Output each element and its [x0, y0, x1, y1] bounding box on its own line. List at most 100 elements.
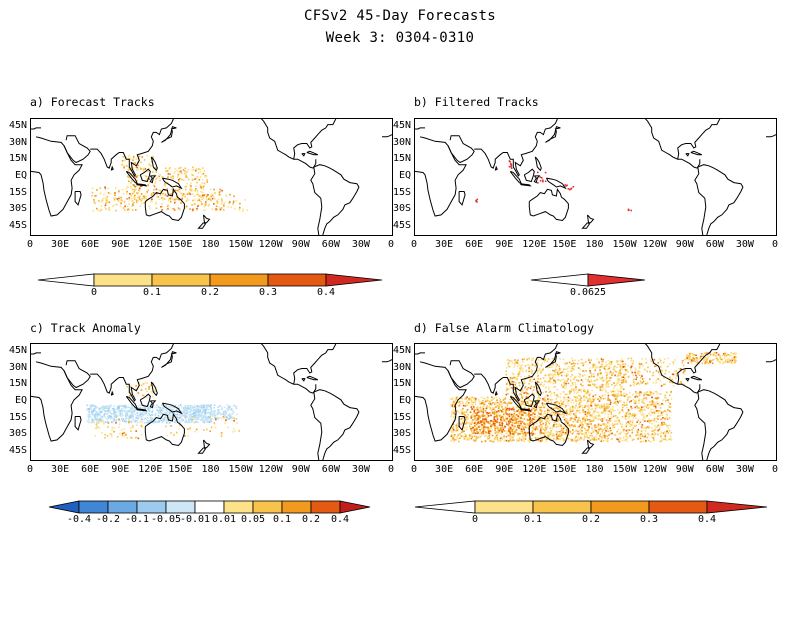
panel-a-colorbar: 0 0.1 0.2 0.3 0.4: [37, 272, 383, 298]
lon-tick-label: 60W: [321, 239, 340, 250]
coastline: [447, 135, 475, 164]
lon-tick-label: 0: [26, 464, 34, 475]
panel-d-title: d) False Alarm Climatology: [414, 321, 595, 335]
panel-c-map: [30, 343, 393, 461]
colorbar-label: -0.05: [150, 514, 182, 525]
lat-tick-label: 30S: [8, 203, 27, 215]
colorbar-svg: [530, 273, 646, 287]
lon-tick-label: 150W: [228, 239, 253, 250]
lon-tick-label: 120W: [258, 239, 283, 250]
coastline: [545, 402, 567, 415]
lon-tick-label: 0: [410, 464, 418, 475]
lon-tick-label: 150W: [612, 239, 637, 250]
colorbar-label: -0.2: [95, 514, 121, 525]
colorbar-label: 0: [90, 287, 98, 298]
colorbar-box: [136, 500, 167, 514]
coastline: [135, 408, 148, 412]
colorbar-svg: [37, 273, 383, 287]
colorbar-box: [648, 500, 708, 514]
colorbar-label: 0.05: [240, 514, 266, 525]
colorbar-label: 0.2: [301, 514, 321, 525]
lon-tick-label: 180: [585, 239, 604, 250]
coastline: [685, 378, 690, 382]
lat-tick-label: 45N: [8, 344, 27, 356]
coastline: [149, 175, 157, 184]
lon-tick-label: 0: [771, 239, 779, 250]
coastline: [690, 150, 702, 156]
coastline: [581, 447, 591, 454]
map-canvas: [415, 119, 776, 235]
lat-tick-label: 45N: [392, 119, 411, 131]
lat-tick-label: 45S: [8, 445, 27, 457]
lon-tick-label: 120E: [522, 464, 547, 475]
lon-tick-label: 90W: [675, 464, 694, 475]
colorbar-box: [532, 500, 592, 514]
lat-tick-label: 15N: [392, 378, 411, 390]
coastline: [310, 166, 323, 235]
lon-tick-label: 60E: [81, 464, 100, 475]
colorbar-box: [209, 273, 269, 287]
coastline: [31, 136, 83, 217]
colorbar-label: 0.2: [200, 287, 220, 298]
coastline: [203, 439, 211, 449]
colorbar-label: 0.1: [523, 514, 543, 525]
coastline: [161, 402, 183, 415]
coastline: [523, 168, 535, 183]
lon-tick-label: 150E: [168, 239, 193, 250]
coastline: [203, 214, 211, 224]
coastline: [135, 183, 148, 187]
coastline: [260, 344, 317, 394]
coastline: [63, 360, 91, 389]
coastline: [415, 136, 467, 217]
lon-tick-label: 180: [585, 464, 604, 475]
lat-tick-label: 30N: [392, 361, 411, 373]
lon-tick-label: 60E: [81, 239, 100, 250]
coastline: [533, 175, 541, 184]
colorbar-label: 0.01: [211, 514, 237, 525]
coastline: [415, 352, 425, 355]
coastline: [90, 344, 174, 402]
colorbar-label: -0.01: [179, 514, 211, 525]
lon-tick-label: 120W: [258, 464, 283, 475]
coastline: [110, 390, 114, 396]
coastline: [63, 135, 91, 164]
coastline: [139, 393, 151, 408]
lon-tick-label: 0: [387, 464, 395, 475]
colorbar-arrow-left: [48, 500, 80, 514]
colorbar-label: 0: [471, 514, 479, 525]
coastline: [494, 165, 498, 171]
coastline: [474, 119, 558, 177]
colorbar-svg: [414, 500, 768, 514]
colorbar-label: 0.2: [581, 514, 601, 525]
colorbar-box: [474, 500, 534, 514]
lon-tick-label: 90E: [495, 464, 514, 475]
coastline: [545, 126, 561, 143]
coastline: [31, 352, 41, 355]
colorbar-box: [281, 500, 312, 514]
lat-tick-label: EQ: [398, 395, 411, 406]
lon-tick-label: 30W: [735, 239, 754, 250]
coastline: [301, 153, 306, 157]
lon-tick-label: 30E: [51, 464, 70, 475]
coastline: [310, 391, 323, 460]
colorbar-label: 0.3: [258, 287, 278, 298]
lon-tick-label: 90E: [111, 464, 130, 475]
lon-tick-label: 0: [410, 239, 418, 250]
coastline: [697, 164, 744, 235]
coastline: [197, 447, 207, 454]
lon-tick-label: 150E: [552, 239, 577, 250]
lat-tick-label: 30N: [392, 136, 411, 148]
coastline: [545, 177, 567, 190]
coastline: [313, 164, 360, 235]
lon-tick-label: 60W: [705, 239, 724, 250]
lon-tick-label: 60W: [705, 464, 724, 475]
lat-tick-label: 30S: [8, 428, 27, 440]
coastline: [301, 378, 306, 382]
colorbar-label: 0.1: [272, 514, 292, 525]
lon-tick-label: 0: [26, 239, 34, 250]
lon-tick-label: 90W: [291, 464, 310, 475]
coastline: [534, 156, 542, 172]
colorbar-box: [165, 500, 196, 514]
panel-c-title: c) Track Anomaly: [30, 321, 141, 335]
coastline: [31, 127, 41, 130]
